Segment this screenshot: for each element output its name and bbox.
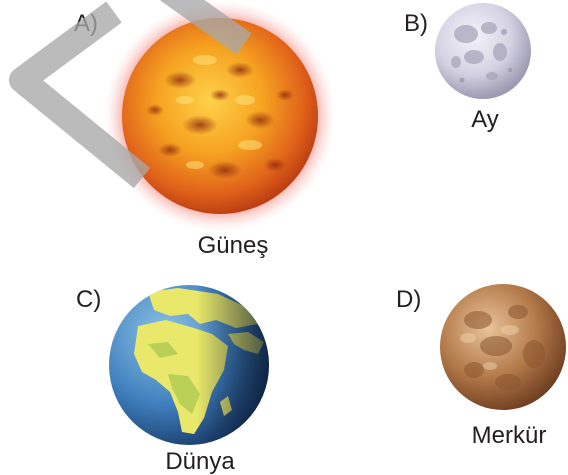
moon-image bbox=[435, 3, 531, 99]
mercury-image bbox=[440, 284, 566, 410]
earth-image bbox=[109, 285, 269, 445]
option-d-letter: D) bbox=[396, 286, 422, 313]
sun-image bbox=[104, 0, 336, 232]
option-a-name: Güneş bbox=[197, 232, 269, 259]
option-d-name: Merkür bbox=[471, 422, 547, 449]
option-b-name: Ay bbox=[471, 106, 499, 133]
option-c-letter: C) bbox=[76, 286, 102, 313]
option-b-letter: B) bbox=[404, 10, 428, 37]
option-c-name: Dünya bbox=[165, 448, 235, 475]
